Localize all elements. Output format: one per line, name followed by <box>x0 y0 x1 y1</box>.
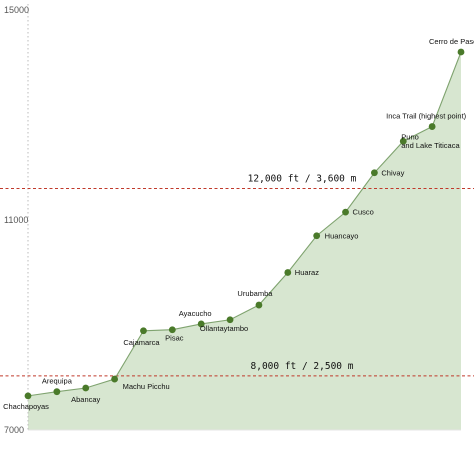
data-point <box>53 388 61 396</box>
y-tick-label: 11000 <box>4 215 28 225</box>
point-label: Cajamarca <box>123 338 160 347</box>
data-point <box>371 169 378 177</box>
data-point <box>226 316 234 324</box>
data-point <box>255 301 263 309</box>
point-label-line: Ayacucho <box>179 309 212 318</box>
point-label-line: Pisac <box>165 334 184 343</box>
data-point <box>399 137 407 145</box>
point-label: Ollantaytambo <box>200 324 248 333</box>
point-label: Inca Trail (highest point) <box>386 112 467 121</box>
point-label-line: Huaraz <box>295 268 319 277</box>
y-tick-label: 15000 <box>4 5 29 15</box>
point-label-line: Chivay <box>381 168 404 177</box>
point-label: Machu Picchu <box>123 382 170 391</box>
point-label: Chivay <box>381 168 404 177</box>
series-line <box>27 51 462 397</box>
point-label: Huancayo <box>325 231 359 240</box>
point-label: Cusco <box>353 208 374 217</box>
series-line-layer <box>27 51 462 397</box>
data-point <box>457 48 465 56</box>
point-label-line: Machu Picchu <box>123 382 170 391</box>
point-label-line: Puno <box>401 132 419 141</box>
data-point <box>342 208 349 216</box>
point-label: Puno and Lake Titicaca <box>401 132 460 150</box>
data-point <box>313 232 321 240</box>
data-point <box>284 269 292 276</box>
point-label: Cerro de Pasco <box>429 37 474 46</box>
data-point <box>168 326 176 334</box>
data-point <box>428 123 436 130</box>
point-label-line: Abancay <box>71 395 100 404</box>
y-tick-label: 7000 <box>4 425 24 435</box>
reference-lines: 12,000 ft / 3,600 m 8,000 ft / 2,500 m <box>0 174 474 377</box>
point-label-line: Inca Trail (highest point) <box>386 112 467 121</box>
point-label-line: Arequipa <box>42 377 73 386</box>
area-layer <box>28 52 461 430</box>
point-label-line: Cerro de Pasco <box>429 37 474 46</box>
point-label-line: Ollantaytambo <box>200 324 248 333</box>
point-labels-layer: Chachapoyas Arequipa Abancay Machu Picchu Ca… <box>3 37 474 411</box>
point-label: Urubamba <box>237 289 273 298</box>
point-label-line: Huancayo <box>325 231 359 240</box>
point-label: Huaraz <box>295 268 319 277</box>
point-label: Ayacucho <box>179 309 212 318</box>
data-point <box>197 320 205 328</box>
data-point <box>82 384 90 392</box>
points-layer <box>24 48 465 400</box>
data-point <box>140 327 147 335</box>
data-point <box>111 375 118 383</box>
y-axis: 7000 11000 15000 <box>4 4 461 435</box>
point-label: Arequipa <box>42 377 73 386</box>
reference-line-label: 12,000 ft / 3,600 m <box>248 174 357 185</box>
point-label: Pisac <box>165 334 184 343</box>
point-label-line: Cusco <box>353 208 374 217</box>
point-label-line: Cajamarca <box>123 338 160 347</box>
point-label-line: and Lake Titicaca <box>401 141 460 150</box>
point-label: Chachapoyas <box>3 402 49 411</box>
point-label-line: Chachapoyas <box>3 402 49 411</box>
elevation-area <box>28 52 461 430</box>
point-label-line: Urubamba <box>237 289 273 298</box>
data-point <box>24 392 32 400</box>
reference-line-label: 8,000 ft / 2,500 m <box>251 361 354 372</box>
point-label: Abancay <box>71 395 100 404</box>
